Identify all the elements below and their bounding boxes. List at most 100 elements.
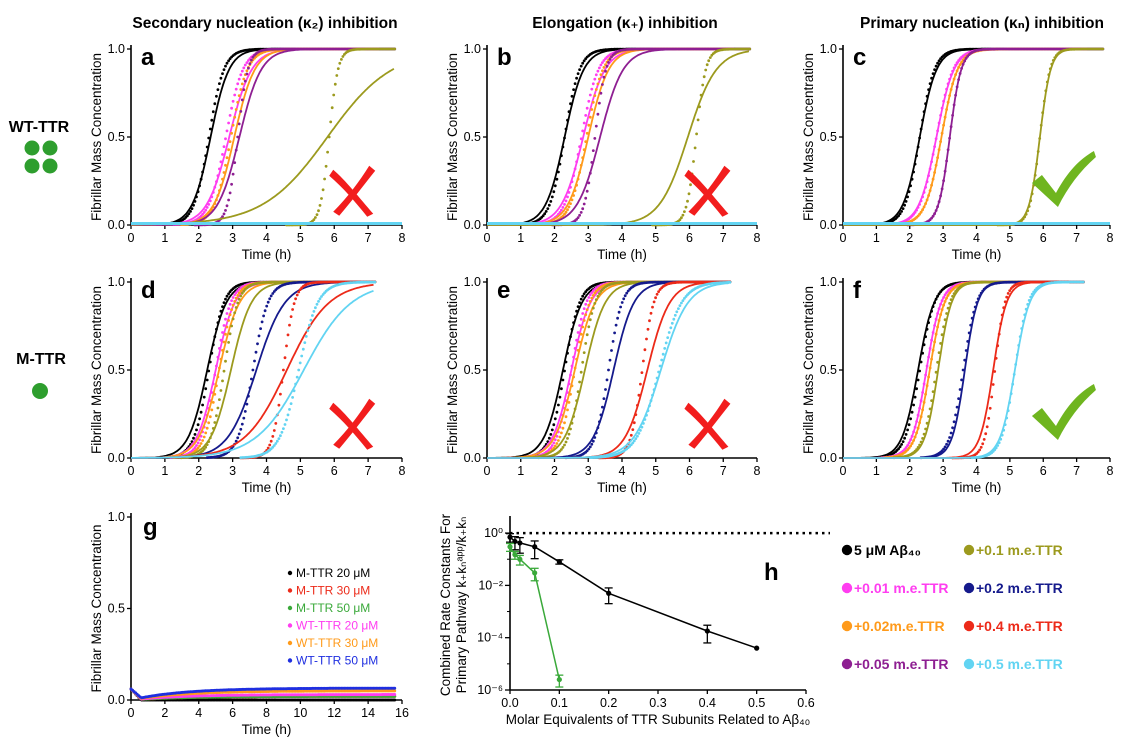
y-tick-label: 1.0: [464, 42, 481, 56]
data-point: [231, 296, 235, 299]
data-point: [237, 122, 241, 126]
data-point: [269, 294, 273, 298]
x-tick-label: 5: [652, 464, 659, 478]
data-point: [579, 332, 583, 336]
data-point: [225, 61, 229, 65]
data-point: [227, 319, 231, 322]
data-point: [215, 414, 218, 418]
data-point: [265, 304, 269, 308]
panel-letter: d: [141, 277, 156, 304]
legend-label: M-TTR 20 μM: [296, 566, 370, 580]
data-point: [234, 291, 238, 294]
data-point: [318, 297, 322, 301]
data-point: [253, 359, 256, 363]
wt-ttr-tetramer-icon: [24, 140, 58, 174]
data-point: [285, 344, 288, 348]
x-tick-label: 8: [399, 464, 406, 478]
data-point: [549, 433, 553, 436]
data-point: [901, 207, 905, 211]
data-point: [224, 297, 227, 301]
data-point: [599, 91, 603, 95]
data-point: [192, 436, 195, 440]
data-point: [239, 427, 243, 431]
data-point: [210, 408, 214, 412]
x-tick-label: 6: [229, 706, 236, 720]
y-axis-label: Fibrillar Mass Concentration: [801, 286, 816, 454]
data-point: [958, 388, 962, 391]
x-tick-label: 4: [973, 231, 980, 245]
data-point: [587, 181, 591, 185]
data-point: [301, 347, 305, 351]
data-point: [591, 149, 595, 153]
fit-line: [131, 48, 378, 226]
data-point: [590, 442, 594, 446]
data-point: [286, 333, 290, 337]
data-point: [317, 300, 320, 303]
series-points: [285, 47, 397, 227]
data-point: [687, 192, 691, 196]
x-tick-label: 0: [484, 464, 491, 478]
data-point: [282, 368, 285, 372]
data-point: [274, 422, 278, 425]
data-point: [681, 213, 685, 217]
data-point: [314, 216, 317, 219]
data-point: [196, 446, 200, 450]
data-point: [948, 436, 951, 439]
data-point: [227, 59, 231, 63]
data-point: [567, 205, 571, 209]
data-point: [561, 206, 565, 209]
data-point: [900, 443, 903, 446]
data-point: [585, 308, 589, 311]
data-point: [543, 212, 547, 216]
data-point: [652, 300, 656, 304]
data-point: [237, 77, 241, 81]
data-point: [677, 307, 680, 310]
data-point: [640, 371, 644, 374]
data-point: [593, 302, 597, 305]
data-point: [239, 110, 243, 113]
data-point: [549, 446, 553, 449]
data-point: [199, 410, 203, 414]
y-tick-label: 0.5: [464, 363, 481, 377]
data-point: [215, 94, 218, 98]
x-tick-label: 8: [1107, 231, 1114, 245]
x-axis-label: Time (h): [242, 247, 292, 262]
data-point: [211, 110, 215, 114]
data-point: [236, 301, 240, 305]
data-point: [561, 426, 565, 430]
data-point: [566, 195, 569, 199]
data-point: [614, 323, 618, 327]
data-point: [558, 395, 562, 399]
data-point: [557, 403, 560, 407]
data-point: [596, 82, 600, 86]
data-point: [943, 445, 947, 449]
data-point: [581, 129, 585, 133]
data-point: [651, 305, 654, 309]
green-check-icon: [1031, 384, 1096, 440]
data-point: [283, 356, 287, 360]
y-tick-label: 0.0: [464, 218, 481, 232]
data-point: [222, 369, 226, 373]
x-tick-label: 7: [720, 464, 727, 478]
data-point: [645, 337, 648, 341]
x-tick-label: 14: [361, 706, 375, 720]
data-point: [292, 302, 296, 305]
data-point: [610, 55, 613, 59]
data-point: [634, 437, 638, 440]
data-point: [224, 137, 227, 141]
data-point: [240, 98, 244, 102]
data-point: [664, 341, 668, 345]
data-point: [201, 212, 205, 216]
data-point: [393, 47, 397, 51]
data-point: [596, 112, 600, 116]
data-point: [271, 435, 275, 438]
y-tick-label: 0.0: [820, 218, 837, 232]
row-label-wt-ttr: WT-TTR: [9, 119, 70, 136]
data-point: [582, 59, 586, 63]
data-point: [582, 202, 586, 206]
data-point: [591, 439, 595, 443]
data-point: [230, 324, 234, 328]
data-point: [619, 305, 622, 309]
data-point: [903, 203, 906, 207]
data-point: [933, 68, 936, 71]
